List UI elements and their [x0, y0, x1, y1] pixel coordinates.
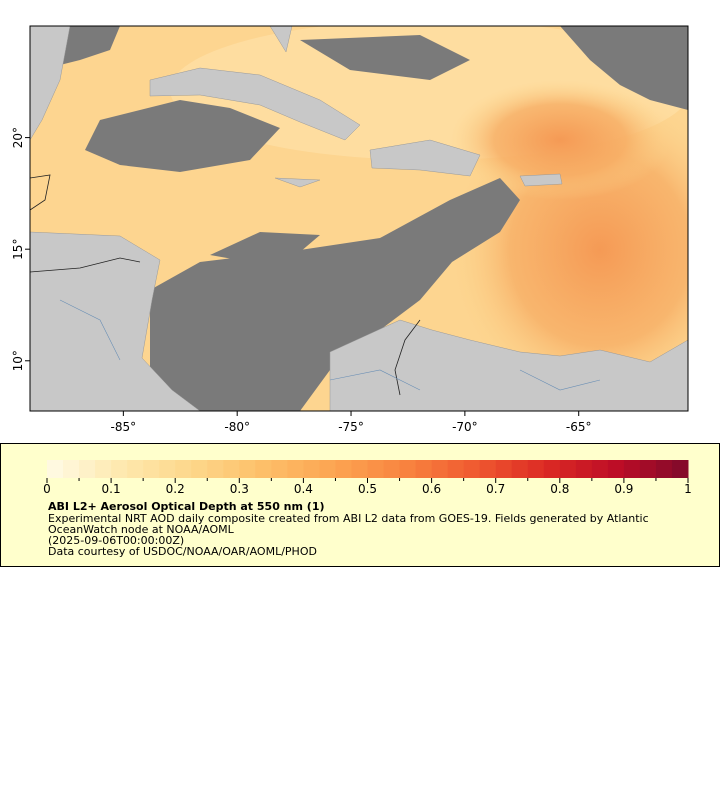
colorbar-step	[623, 460, 641, 478]
colorbar-tick-label: 0.4	[294, 482, 313, 496]
colorbar-step	[543, 460, 561, 478]
x-tick-label: -70°	[452, 420, 478, 434]
colorbar-step	[79, 460, 96, 478]
y-tick-label: 20°	[11, 127, 25, 148]
colorbar-tick-label: 0.2	[166, 482, 185, 496]
colorbar-tick-label: 0.5	[358, 482, 377, 496]
colorbar-step	[143, 460, 160, 478]
x-tick-label: -85°	[111, 420, 137, 434]
colorbar-step	[319, 460, 336, 478]
legend-line: OceanWatch node at NOAA/AOML	[48, 523, 235, 536]
y-tick-label: 15°	[11, 239, 25, 260]
colorbar-step	[255, 460, 272, 478]
colorbar-step	[239, 460, 256, 478]
colorbar-tick-label: 0.8	[550, 482, 569, 496]
colorbar-step	[399, 460, 417, 478]
colorbar-step	[63, 460, 80, 478]
colorbar-step	[191, 460, 208, 478]
colorbar-step	[223, 460, 240, 478]
colorbar-tick-label: 0.1	[102, 482, 121, 496]
colorbar-step	[287, 460, 304, 478]
colorbar-step	[559, 460, 577, 478]
colorbar-step	[111, 460, 128, 478]
colorbar-step	[383, 460, 401, 478]
colorbar-tick-label: 1	[684, 482, 692, 496]
legend-line: Experimental NRT AOD daily composite cre…	[48, 512, 649, 525]
legend-line: (2025-09-06T00:00:00Z)	[48, 534, 184, 547]
x-tick-label: -80°	[224, 420, 250, 434]
colorbar-step	[607, 460, 625, 478]
colorbar-step	[47, 460, 64, 478]
colorbar-step	[175, 460, 192, 478]
colorbar-step	[159, 460, 176, 478]
colorbar-tick-label: 0.3	[230, 482, 249, 496]
map-frame	[29, 25, 689, 412]
colorbar-tick-label: 0	[43, 482, 51, 496]
x-tick-label: -65°	[566, 420, 592, 434]
legend-title: ABI L2+ Aerosol Optical Depth at 550 nm …	[48, 500, 325, 513]
colorbar-step	[495, 460, 513, 478]
colorbar-step	[639, 460, 657, 478]
colorbar-step	[591, 460, 609, 478]
colorbar-step	[527, 460, 545, 478]
colorbar-step	[479, 460, 497, 478]
colorbar-step	[415, 460, 433, 478]
colorbar-step	[367, 460, 385, 478]
colorbar-step	[351, 460, 368, 478]
colorbar-step	[447, 460, 465, 478]
colorbar-tick-label: 0.9	[614, 482, 633, 496]
map-image	[30, 26, 688, 411]
colorbar-step	[303, 460, 320, 478]
x-tick-label: -75°	[338, 420, 364, 434]
colorbar-step	[575, 460, 593, 478]
colorbar-step	[271, 460, 288, 478]
colorbar-tick-label: 0.7	[486, 482, 505, 496]
colorbar-step	[335, 460, 352, 478]
colorbar-step	[511, 460, 529, 478]
colorbar-step	[95, 460, 112, 478]
colorbar-step	[463, 460, 481, 478]
colorbar-tick-label: 0.6	[422, 482, 441, 496]
colorbar-step	[431, 460, 449, 478]
colorbar-step	[127, 460, 144, 478]
legend-line: Data courtesy of USDOC/NOAA/OAR/AOML/PHO…	[48, 545, 317, 558]
colorbar-step	[207, 460, 224, 478]
colorbar-step	[655, 460, 673, 478]
colorbar-step	[671, 460, 689, 478]
y-tick-label: 10°	[11, 350, 25, 371]
